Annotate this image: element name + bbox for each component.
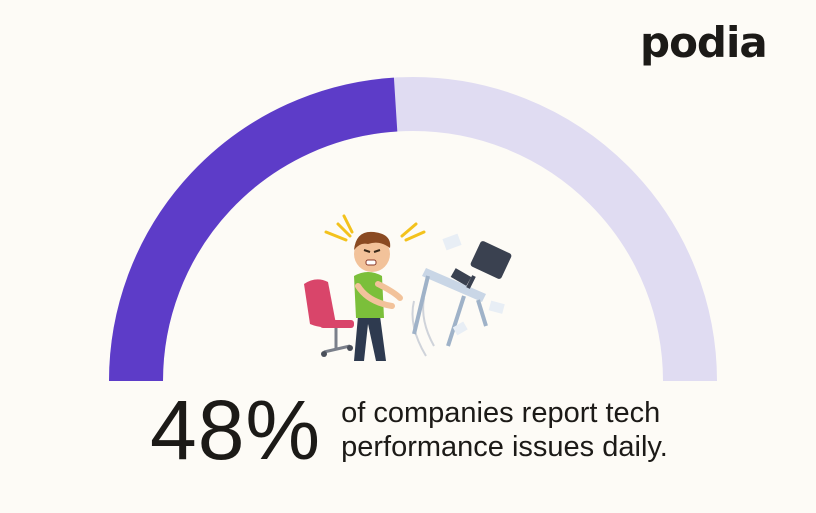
gauge-fill <box>109 77 398 382</box>
stat-description: of companies report tech performance iss… <box>341 396 668 464</box>
podia-logo: podia <box>640 18 768 67</box>
stat-value: 48% <box>150 383 322 477</box>
stat-block: 48% of companies report tech performance… <box>150 388 668 472</box>
frustrated-office-worker-icon <box>304 214 512 361</box>
stat-description-line-2: performance issues daily. <box>341 431 668 463</box>
stat-description-line-1: of companies report tech <box>341 397 661 429</box>
